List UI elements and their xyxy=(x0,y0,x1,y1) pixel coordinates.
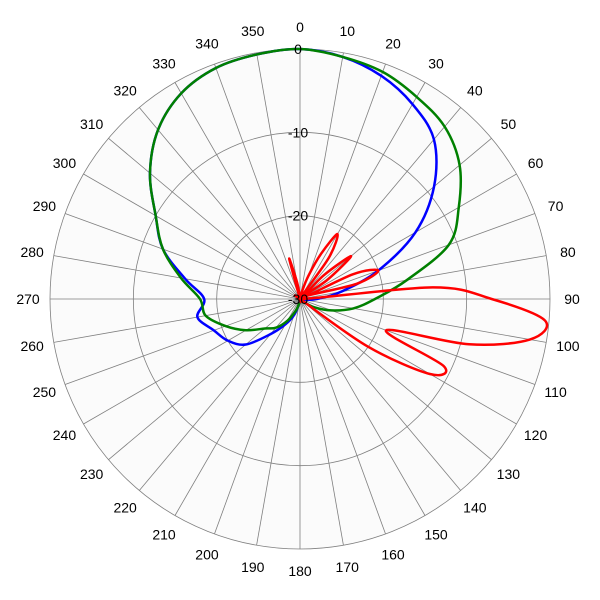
spoke-170 xyxy=(299,298,344,546)
spoke-70 xyxy=(299,213,536,300)
spoke-250 xyxy=(64,298,301,385)
angle-label-40: 40 xyxy=(467,83,483,99)
ring-label--30: -30 xyxy=(288,291,308,307)
angle-label-250: 250 xyxy=(33,384,57,400)
spoke-20 xyxy=(299,63,386,300)
angle-label-0: 0 xyxy=(296,19,304,35)
angle-label-90: 90 xyxy=(564,291,580,307)
angle-label-130: 130 xyxy=(497,466,521,482)
series-line-2 xyxy=(148,47,463,332)
ring-label--10: -10 xyxy=(288,124,308,140)
spoke-330 xyxy=(174,82,301,300)
spoke-190 xyxy=(256,298,301,546)
spoke-280 xyxy=(53,255,301,300)
angle-label-320: 320 xyxy=(113,83,137,99)
spoke-110 xyxy=(299,298,536,385)
spoke-240 xyxy=(83,298,301,425)
ring--10 xyxy=(132,131,468,467)
spoke-200 xyxy=(214,298,301,535)
angle-label-70: 70 xyxy=(548,198,564,214)
angle-label-180: 180 xyxy=(288,563,312,579)
spoke-130 xyxy=(299,298,492,461)
spoke-340 xyxy=(214,63,301,300)
angle-label-170: 170 xyxy=(336,559,360,575)
angle-label-50: 50 xyxy=(501,116,517,132)
ring-label-0: 0 xyxy=(294,41,302,57)
angle-label-140: 140 xyxy=(463,499,487,515)
spoke-290 xyxy=(64,213,301,300)
spoke-10 xyxy=(299,52,344,300)
spoke-260 xyxy=(53,298,301,343)
series-line-3 xyxy=(287,232,549,377)
spoke-140 xyxy=(299,298,462,491)
angle-label-80: 80 xyxy=(560,244,576,260)
angle-label-120: 120 xyxy=(524,427,548,443)
angle-label-280: 280 xyxy=(20,244,44,260)
angle-label-10: 10 xyxy=(339,23,355,39)
label-layer: 0 10 20 30 40 50 60 70 80 90 100 110 120 130 140 150 160… xyxy=(16,19,580,579)
angle-label-110: 110 xyxy=(544,384,567,400)
spoke-230 xyxy=(108,298,301,461)
angle-label-60: 60 xyxy=(528,155,544,171)
angle-label-350: 350 xyxy=(241,23,265,39)
angle-label-30: 30 xyxy=(428,55,444,71)
spoke-120 xyxy=(299,298,517,425)
angle-label-270: 270 xyxy=(16,291,40,307)
ring--20 xyxy=(216,215,384,383)
angle-label-220: 220 xyxy=(113,499,137,515)
spoke-220 xyxy=(138,298,301,491)
spoke-310 xyxy=(108,137,301,300)
spoke-60 xyxy=(299,173,517,300)
angle-label-330: 330 xyxy=(152,55,176,71)
angle-label-310: 310 xyxy=(80,116,104,132)
angle-label-300: 300 xyxy=(53,155,77,171)
angle-label-160: 160 xyxy=(381,547,405,563)
angle-label-100: 100 xyxy=(556,338,580,354)
angle-label-260: 260 xyxy=(20,338,44,354)
angle-label-240: 240 xyxy=(53,427,77,443)
spoke-350 xyxy=(256,52,301,300)
angle-label-150: 150 xyxy=(424,527,448,543)
angle-label-340: 340 xyxy=(195,35,219,51)
spoke-320 xyxy=(138,107,301,300)
angle-label-290: 290 xyxy=(33,198,57,214)
angle-label-210: 210 xyxy=(152,527,176,543)
angle-label-200: 200 xyxy=(195,547,219,563)
series-layer xyxy=(148,47,549,377)
spoke-210 xyxy=(174,298,301,516)
spoke-100 xyxy=(299,298,547,343)
spoke-160 xyxy=(299,298,386,535)
spoke-300 xyxy=(83,173,301,300)
ring-label--20: -20 xyxy=(288,208,308,224)
angle-label-20: 20 xyxy=(385,35,401,51)
spoke-30 xyxy=(299,82,426,300)
angle-label-230: 230 xyxy=(80,466,104,482)
spoke-150 xyxy=(299,298,426,516)
angle-label-190: 190 xyxy=(241,559,265,575)
